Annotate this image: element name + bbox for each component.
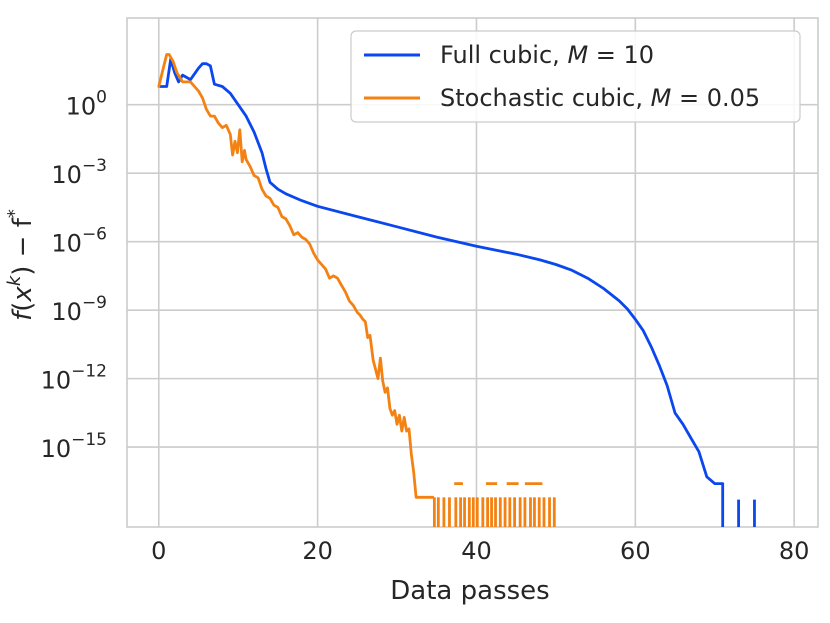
x-tick-label: 40 [461,537,492,565]
y-axis-label: f(xk) − f* [4,209,38,321]
y-tick-label: 10−3 [51,156,107,189]
y-tick-label: 100 [66,88,107,121]
series-line-full-cubic [159,57,725,485]
legend-box [350,30,801,123]
series-line-stochastic-cubic [157,53,435,499]
y-tick-label: 10−12 [41,362,107,395]
y-tick-label: 10−15 [41,430,107,463]
x-tick-label: 0 [151,537,166,565]
y-axis-label-star: * [4,209,25,218]
legend-label-stochastic-cubic: Stochastic cubic, M = 0.05 [440,84,760,112]
x-tick-label: 60 [620,537,651,565]
x-tick-label: 80 [779,537,810,565]
y-tick-label: 10−6 [51,225,107,258]
legend: Full cubic, M = 10 Stochastic cubic, M =… [350,30,801,123]
x-tick-label: 20 [302,537,333,565]
y-tick-label: 10−9 [51,293,107,326]
y-axis-label-x: x [8,286,38,303]
series-layer [157,53,756,527]
tick-labels: 0 20 40 60 80 100 10−3 10−6 10−9 10−12 10−15 [41,88,810,565]
y-axis-label-k: k [4,274,25,286]
x-axis-label: Data passes [390,576,549,606]
legend-label-full-cubic: Full cubic, M = 10 [440,41,654,69]
y-axis-label-rest: − f [8,217,38,257]
